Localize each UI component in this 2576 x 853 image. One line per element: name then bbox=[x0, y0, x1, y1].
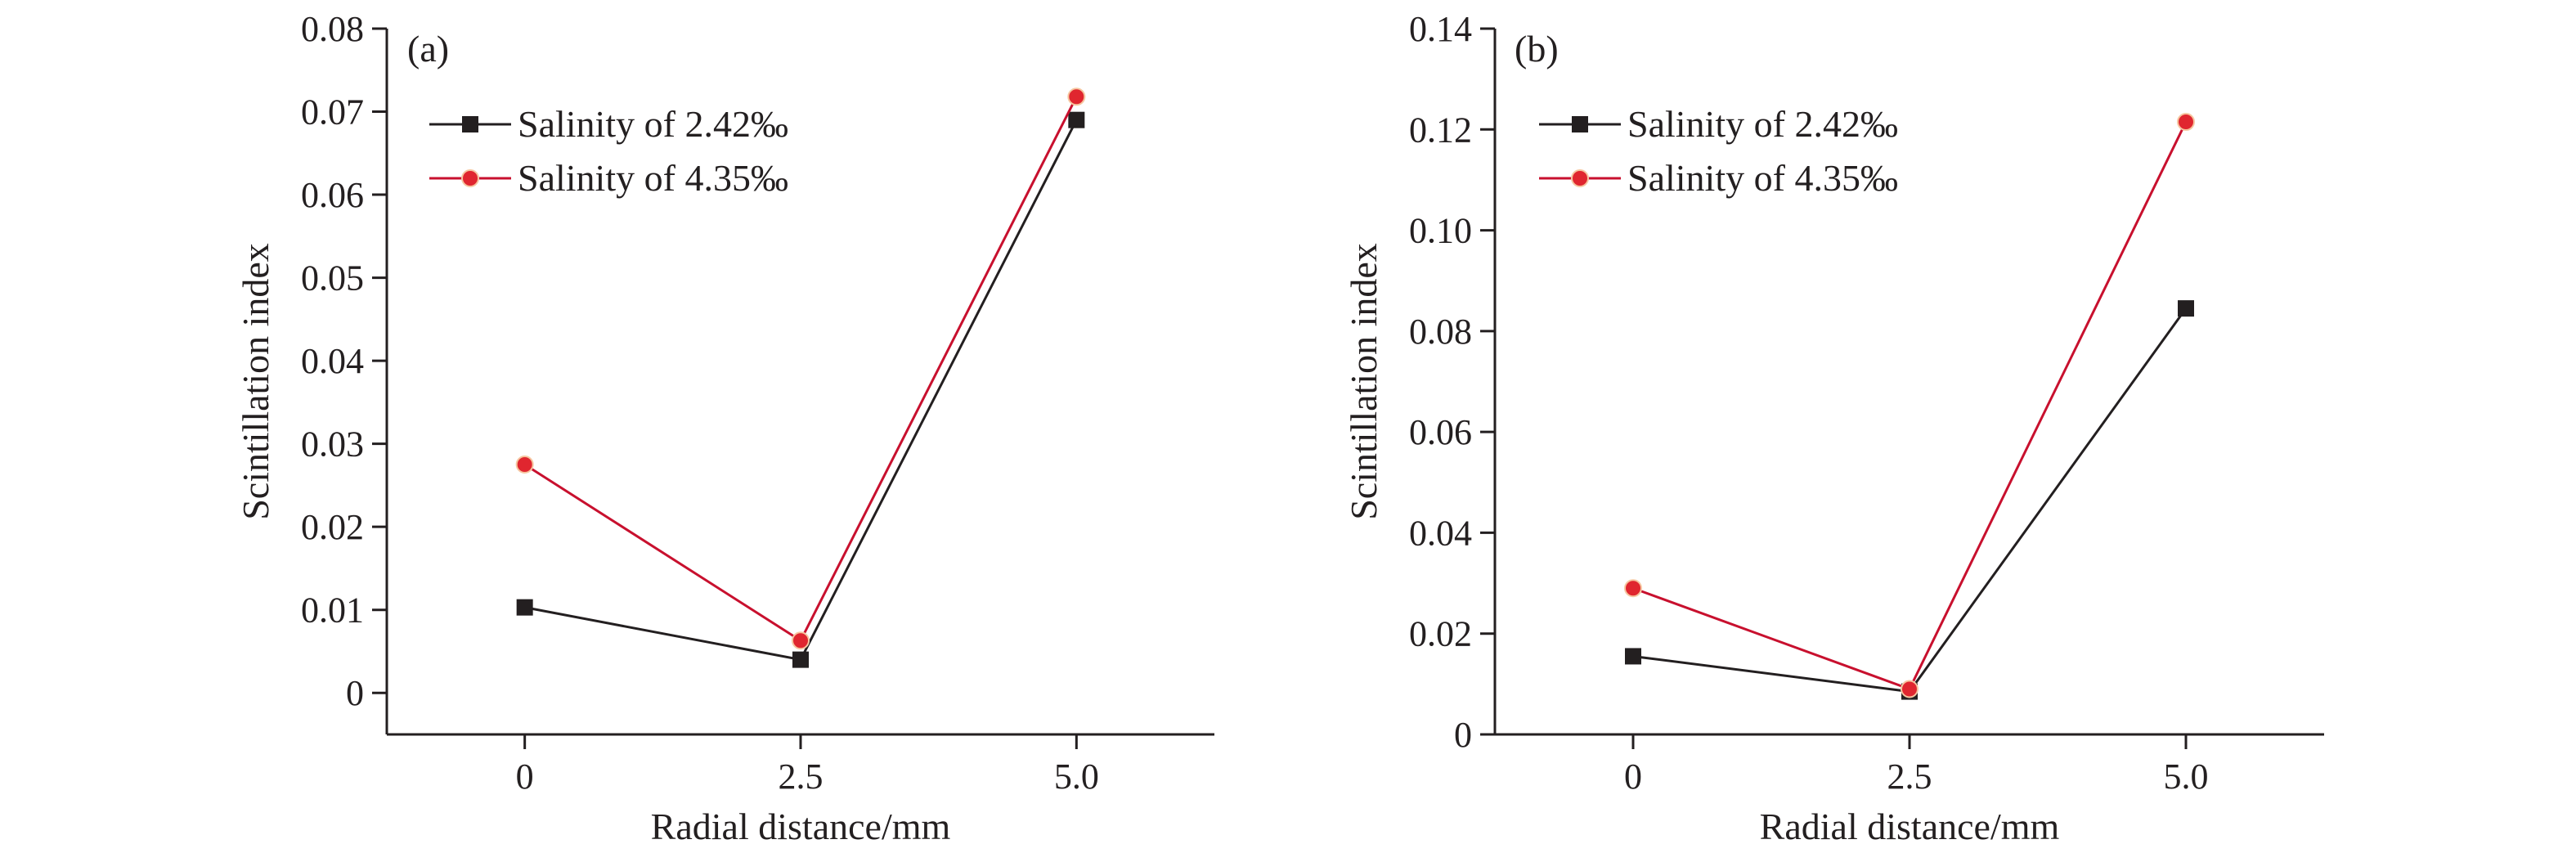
series-line-1 bbox=[1632, 308, 2188, 694]
data-point-circle bbox=[515, 456, 534, 474]
y-tick-label: 0.03 bbox=[301, 424, 364, 465]
data-point-square bbox=[1625, 648, 1641, 665]
y-tick-label: 0.12 bbox=[1409, 110, 1472, 150]
legend-entry-label: Salinity of 2.42‰ bbox=[518, 103, 788, 145]
x-axis-title: Radial distance/mm bbox=[1760, 806, 2060, 847]
x-tick-label: 2.5 bbox=[1887, 756, 1932, 797]
chart-panel-2: 0 0.02 0.04 0.06 0.08 0.10 0.12 0.14 0 2.5 5.0 Radi… bbox=[1343, 9, 2324, 847]
y-tick-label: 0.02 bbox=[1409, 614, 1472, 654]
y-tick-label: 0.02 bbox=[301, 507, 364, 547]
y-tick-label: 0 bbox=[346, 673, 364, 713]
legend-entry-label: Salinity of 2.42‰ bbox=[1627, 103, 1898, 145]
y-tick-label: 0.06 bbox=[301, 175, 364, 215]
data-point-square bbox=[516, 599, 533, 616]
y-axis-title: Scintillation index bbox=[1343, 243, 1384, 520]
y-tick-label: 0.06 bbox=[1409, 412, 1472, 452]
data-point-circle bbox=[2177, 113, 2195, 132]
y-tick-label: 0.07 bbox=[301, 92, 364, 132]
x-tick-label: 0 bbox=[516, 756, 534, 797]
legend: Salinity of 2.42‰ Salinity of 4.35‰ bbox=[429, 103, 788, 199]
y-tick-label: 0.01 bbox=[301, 590, 364, 631]
legend-circle-marker bbox=[1571, 169, 1589, 187]
y-tick-label: 0.14 bbox=[1409, 9, 1472, 49]
y-tick-label: 0.05 bbox=[301, 258, 364, 299]
legend-square-marker bbox=[462, 116, 478, 132]
x-axis-title: Radial distance/mm bbox=[651, 806, 951, 847]
x-tick-label: 5.0 bbox=[1054, 756, 1099, 797]
data-point-circle bbox=[1067, 88, 1086, 106]
y-tick-label: 0 bbox=[1454, 715, 1472, 755]
panel-label: (b) bbox=[1515, 28, 1559, 70]
x-tick-label: 5.0 bbox=[2164, 756, 2209, 797]
y-tick-label: 0.08 bbox=[1409, 312, 1472, 352]
y-tick-label: 0.04 bbox=[1409, 513, 1472, 553]
legend-circle-marker bbox=[461, 169, 479, 187]
y-axis-title: Scintillation index bbox=[235, 243, 276, 520]
y-tick-label: 0.04 bbox=[301, 341, 364, 381]
series-line-1 bbox=[524, 119, 1078, 662]
data-point-circle bbox=[1901, 680, 1919, 698]
panel-label: (a) bbox=[407, 28, 449, 70]
legend: Salinity of 2.42‰ Salinity of 4.35‰ bbox=[1539, 103, 1898, 199]
x-tick-label: 0 bbox=[1624, 756, 1642, 797]
data-point-square bbox=[1068, 111, 1085, 128]
y-tick-label: 0.10 bbox=[1409, 211, 1472, 251]
data-point-square bbox=[792, 651, 809, 668]
data-point-square bbox=[2178, 300, 2194, 317]
series-line-2 bbox=[1632, 121, 2188, 691]
data-point-circle bbox=[1624, 579, 1642, 598]
data-point-circle bbox=[792, 631, 810, 650]
x-tick-label: 2.5 bbox=[779, 756, 824, 797]
legend-entry-label: Salinity of 4.35‰ bbox=[518, 157, 788, 199]
y-tick-label: 0.08 bbox=[301, 9, 364, 49]
legend-square-marker bbox=[1572, 116, 1588, 132]
chart-panel-1: 0 0.01 0.02 0.03 0.04 0.05 0.06 0.07 0.08 0 2.5 5.0… bbox=[235, 9, 1214, 847]
legend-entry-label: Salinity of 4.35‰ bbox=[1627, 157, 1898, 199]
